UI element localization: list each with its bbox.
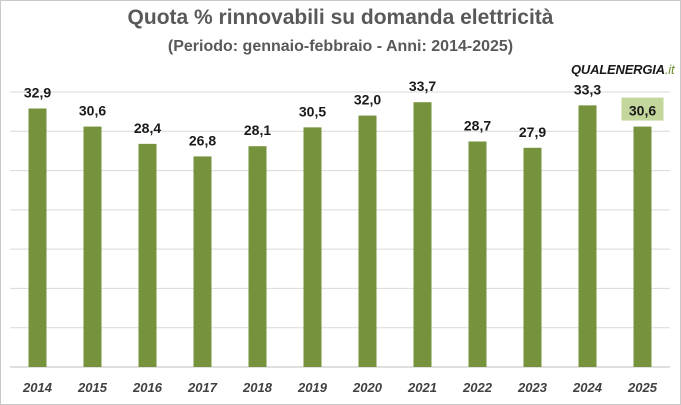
highlight-label-background	[621, 97, 664, 121]
bar-2017	[193, 156, 212, 367]
bar-2014	[28, 108, 47, 367]
gridlines	[10, 91, 670, 368]
value-label-2018: 28,1	[244, 122, 271, 138]
bar-2015	[83, 126, 102, 367]
bar-2016	[138, 143, 157, 367]
bar-2025	[633, 126, 652, 367]
value-label-2017: 26,8	[189, 132, 216, 148]
x-tick-label-2023: 2023	[517, 380, 548, 395]
bar-2018	[248, 146, 267, 367]
value-label-2014: 32,9	[24, 85, 51, 101]
value-label-2023: 27,9	[519, 124, 546, 140]
x-tick-label-2021: 2021	[407, 380, 437, 395]
value-label-2019: 30,5	[299, 103, 326, 119]
bars	[28, 102, 652, 367]
bar-2022	[468, 141, 487, 367]
x-tick-label-2016: 2016	[132, 380, 163, 395]
bar-2019	[303, 127, 322, 367]
bar-2023	[523, 147, 542, 367]
value-label-2024: 33,3	[574, 81, 601, 97]
x-tick-label-2018: 2018	[242, 380, 273, 395]
value-label-2022: 28,7	[464, 118, 491, 134]
x-tick-label-2014: 2014	[22, 380, 53, 395]
chart-title: Quota % rinnovabili su domanda elettrici…	[127, 6, 554, 29]
value-label-2020: 32,0	[354, 92, 381, 108]
x-tick-labels: 2014 2015 2016 2017 2018 2019 2020 2021 2022 2023…	[22, 380, 658, 395]
value-label-2015: 30,6	[79, 103, 106, 119]
value-label-2025: 30,6	[629, 103, 656, 119]
x-tick-label-2022: 2022	[462, 380, 493, 395]
bar-2020	[358, 115, 377, 367]
x-tick-label-2015: 2015	[77, 380, 108, 395]
x-tick-label-2020: 2020	[352, 380, 383, 395]
x-tick-label-2025: 2025	[627, 380, 658, 395]
bar-2024	[578, 105, 597, 367]
value-labels: 32,9 30,6 28,4 26,8 28,1 30,5 32,0 33,7 28,7 27,9…	[24, 78, 664, 148]
qualenergia-logo: QUALENERGIA.it	[571, 62, 675, 77]
x-tick-label-2017: 2017	[187, 380, 218, 395]
value-label-2021: 33,7	[409, 78, 436, 94]
value-label-2016: 28,4	[134, 120, 161, 136]
x-tick-label-2019: 2019	[297, 380, 328, 395]
chart-subtitle: (Periodo: gennaio-febbraio - Anni: 2014-…	[167, 38, 514, 55]
x-tick-label-2024: 2024	[572, 380, 603, 395]
bar-2021	[413, 102, 432, 367]
